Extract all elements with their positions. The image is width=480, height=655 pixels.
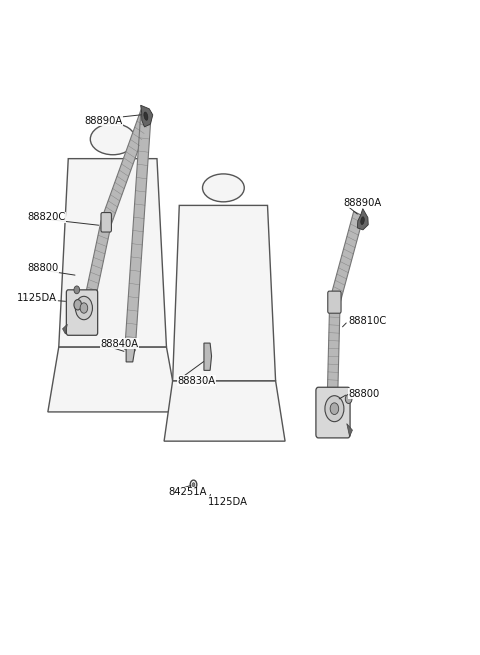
Polygon shape (48, 347, 179, 412)
Polygon shape (357, 209, 368, 230)
Polygon shape (347, 424, 352, 437)
Circle shape (74, 286, 80, 293)
FancyBboxPatch shape (101, 213, 111, 232)
Circle shape (330, 403, 339, 415)
Polygon shape (141, 105, 153, 127)
Ellipse shape (203, 174, 244, 202)
Text: 1125DA: 1125DA (208, 496, 248, 506)
Text: 1125DA: 1125DA (17, 293, 57, 303)
Polygon shape (125, 111, 151, 351)
Ellipse shape (144, 112, 148, 121)
Polygon shape (164, 381, 285, 441)
Circle shape (192, 483, 195, 487)
FancyBboxPatch shape (66, 290, 97, 335)
FancyBboxPatch shape (316, 387, 350, 438)
Polygon shape (173, 206, 276, 381)
Text: 84251A: 84251A (168, 487, 206, 497)
Polygon shape (204, 343, 212, 370)
Circle shape (75, 296, 93, 320)
Ellipse shape (361, 217, 364, 225)
Polygon shape (327, 301, 340, 396)
Text: 88800: 88800 (348, 389, 379, 399)
Polygon shape (85, 220, 111, 298)
Polygon shape (59, 159, 167, 347)
Text: 88810C: 88810C (348, 316, 386, 326)
Circle shape (190, 480, 197, 489)
FancyBboxPatch shape (328, 291, 341, 313)
Text: 88890A: 88890A (343, 198, 382, 208)
Text: 88890A: 88890A (84, 116, 122, 126)
Ellipse shape (90, 124, 135, 155)
Text: 88820C: 88820C (27, 212, 66, 222)
Circle shape (74, 299, 82, 310)
Polygon shape (62, 324, 67, 334)
Circle shape (80, 303, 88, 313)
Circle shape (345, 394, 352, 403)
Text: 88830A: 88830A (178, 376, 216, 386)
Polygon shape (126, 341, 135, 362)
Text: 88800: 88800 (27, 263, 59, 272)
Text: 88840A: 88840A (100, 339, 138, 348)
Circle shape (325, 396, 344, 422)
Polygon shape (102, 109, 151, 225)
Polygon shape (330, 212, 363, 304)
